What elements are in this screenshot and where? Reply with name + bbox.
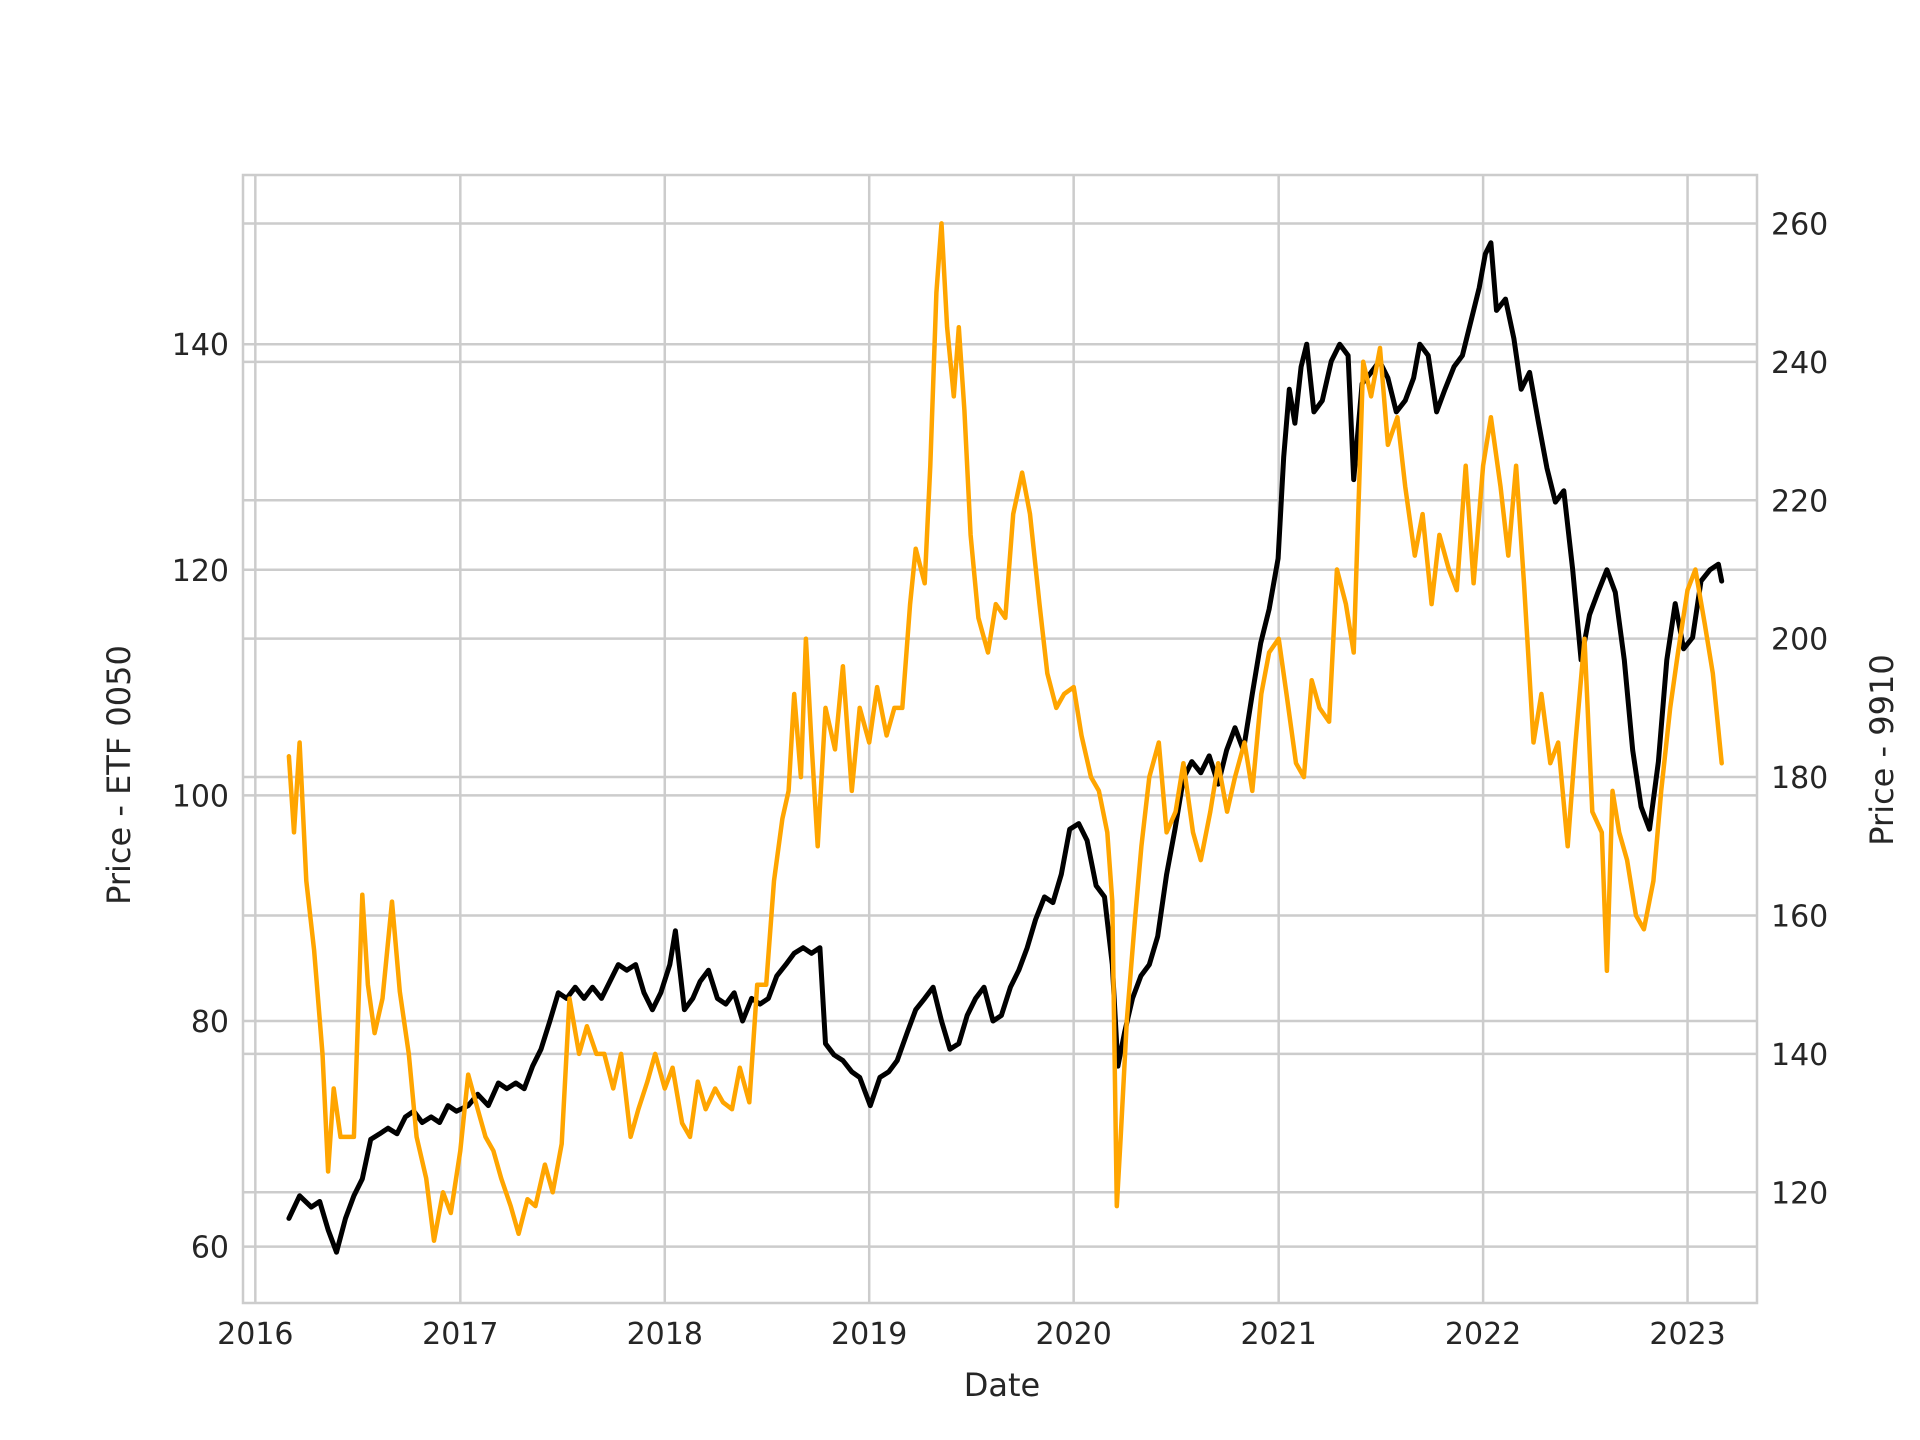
right-tick-labels: 120 140 160 180 200 220 240 260 xyxy=(1771,207,1828,1211)
left-tick-label: 120 xyxy=(172,554,229,589)
x-axis-title: Date xyxy=(964,1366,1040,1404)
right-tick-label: 140 xyxy=(1771,1038,1828,1073)
etf-0050-line xyxy=(286,240,1725,1255)
left-tick-labels: 60 80 100 120 140 xyxy=(172,328,229,1265)
left-gridlines xyxy=(243,342,1757,1248)
right-tick-label: 220 xyxy=(1771,484,1828,519)
left-tick-label: 140 xyxy=(172,328,229,363)
x-tick-label: 2017 xyxy=(422,1317,498,1352)
right-tick-label: 260 xyxy=(1771,207,1828,242)
x-tick-label: 2016 xyxy=(217,1317,293,1352)
price-9910-line xyxy=(286,221,1724,1243)
x-tick-label: 2022 xyxy=(1445,1317,1521,1352)
left-tick-label: 60 xyxy=(191,1231,229,1266)
right-tick-label: 240 xyxy=(1771,346,1828,381)
x-tick-label: 2023 xyxy=(1649,1317,1725,1352)
x-tick-label: 2018 xyxy=(627,1317,703,1352)
left-tick-label: 100 xyxy=(172,779,229,814)
series-9910 xyxy=(286,221,1724,1243)
series-etf-0050 xyxy=(286,240,1725,1255)
x-tick-label: 2020 xyxy=(1035,1317,1111,1352)
x-tick-label: 2019 xyxy=(831,1317,907,1352)
right-y-axis-title: Price - 9910 xyxy=(1863,654,1901,845)
x-gridlines xyxy=(254,175,1689,1303)
right-gridlines xyxy=(243,222,1757,1194)
right-tick-label: 120 xyxy=(1771,1176,1828,1211)
right-tick-label: 200 xyxy=(1771,623,1828,658)
x-tick-label: 2021 xyxy=(1240,1317,1316,1352)
left-y-axis-title: Price - ETF 0050 xyxy=(100,645,138,905)
left-tick-label: 80 xyxy=(191,1005,229,1040)
x-tick-labels: 2016 2017 2018 2019 2020 2021 2022 2023 xyxy=(217,1317,1726,1352)
right-tick-label: 180 xyxy=(1771,761,1828,796)
right-tick-label: 160 xyxy=(1771,899,1828,934)
plot-frame xyxy=(241,173,1759,1305)
